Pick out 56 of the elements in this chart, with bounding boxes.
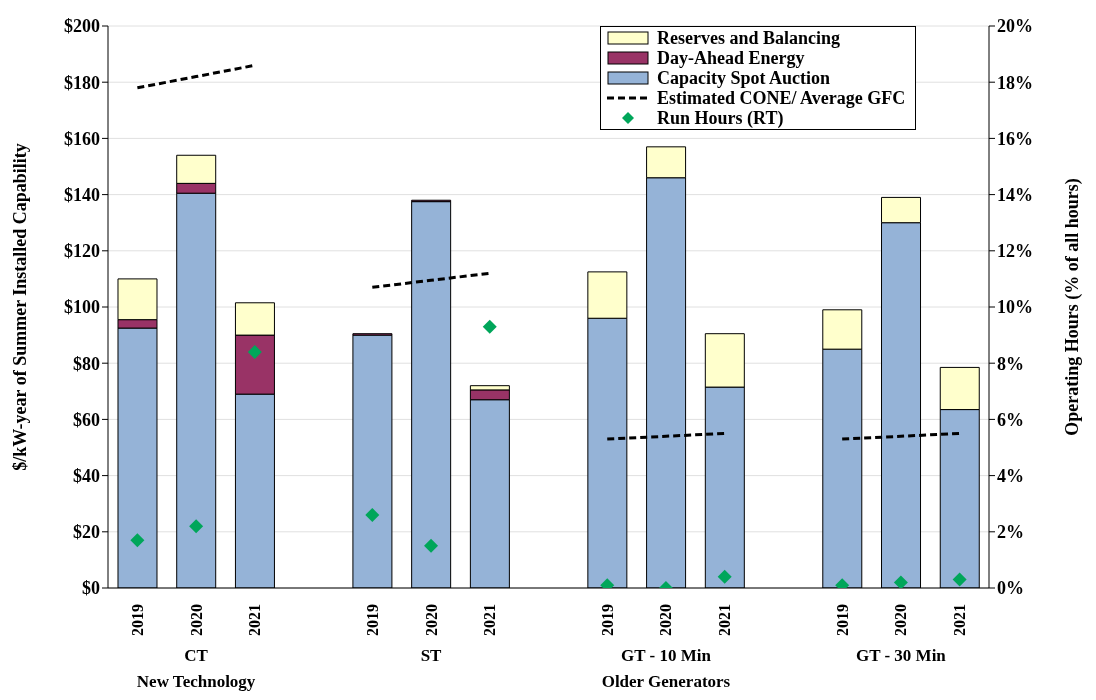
y2-tick-label: 12% — [997, 241, 1033, 262]
y2-tick-label: 8% — [997, 353, 1024, 374]
legend-label: Capacity Spot Auction — [657, 68, 831, 88]
point — [247, 344, 262, 359]
x-tick-label: 2021 — [716, 604, 734, 636]
y-tick-label: $0 — [82, 578, 100, 599]
point — [893, 575, 908, 588]
text: New Technology — [135, 672, 257, 692]
x-tick-label: 2019 — [363, 604, 381, 636]
y-tick-label: $140 — [64, 184, 100, 205]
x-tick-label: 2020 — [422, 604, 440, 636]
y-tick-label: $80 — [73, 353, 100, 374]
y-tick-label: $160 — [64, 128, 100, 149]
text: GT - 30 Min — [854, 646, 947, 666]
y-tick-label: $20 — [73, 522, 100, 543]
text: CT — [183, 646, 209, 666]
y2-tick-label: 2% — [997, 522, 1024, 543]
legend-label: Run Hours (RT) — [657, 108, 784, 128]
y2-tick-label: 6% — [997, 409, 1024, 430]
y-tick-label: $180 — [64, 72, 100, 93]
point — [130, 533, 145, 548]
legend-label: Reserves and Balancing — [657, 28, 841, 48]
y-tick-label: $100 — [64, 297, 100, 318]
legend-label: Estimated CONE/ Average GFC — [657, 88, 906, 108]
y2-tick-label: 0% — [997, 578, 1024, 599]
y2-tick-label: 10% — [997, 297, 1033, 318]
y2-tick-label: 20% — [997, 16, 1033, 37]
y2-axis-title: Operating Hours (% of all hours) — [1062, 178, 1084, 436]
point — [717, 569, 732, 584]
y-tick-label: $60 — [73, 409, 100, 430]
y-axis-title: $/kW-year of Summer Installed Capability — [10, 143, 31, 471]
x-tick-label: 2019 — [598, 604, 616, 636]
x-tick-label: 2019 — [128, 604, 146, 636]
legend-label: Day-Ahead Energy — [657, 48, 805, 68]
y-tick-label: $120 — [64, 241, 100, 262]
point — [365, 507, 380, 522]
y2-tick-label: 18% — [997, 72, 1033, 93]
x-tick-label: 2020 — [657, 604, 675, 636]
x-tick-label: 2021 — [951, 604, 969, 636]
y2-tick-label: 14% — [997, 184, 1033, 205]
x-tick-label: 2021 — [246, 604, 264, 636]
point — [482, 319, 497, 334]
y2-tick-label: 4% — [997, 465, 1024, 486]
x-tick-label: 2021 — [481, 604, 499, 636]
y-tick-label: $200 — [64, 16, 100, 37]
x-tick-label: 2020 — [187, 604, 205, 636]
text: ST — [419, 646, 443, 666]
point — [952, 572, 967, 587]
text: Older Generators — [600, 672, 732, 692]
text: GT - 10 Min — [620, 646, 712, 666]
y-tick-label: $40 — [73, 465, 100, 486]
y2-tick-label: 16% — [997, 128, 1033, 149]
point — [424, 538, 439, 553]
x-tick-label: 2019 — [833, 604, 851, 636]
point — [189, 519, 204, 534]
x-tick-label: 2020 — [892, 604, 910, 636]
